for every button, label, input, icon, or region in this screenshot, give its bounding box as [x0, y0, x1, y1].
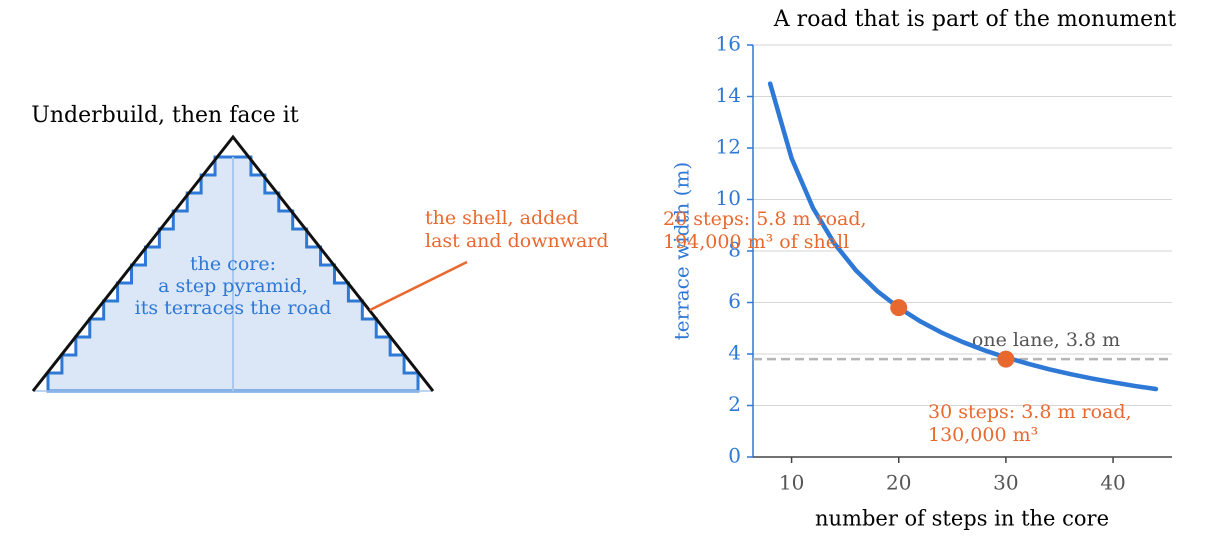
y-tick-label: 4 — [728, 341, 741, 365]
core-label: the core: — [190, 253, 276, 275]
reference-label: one lane, 3.8 m — [972, 329, 1120, 351]
y-tick-label: 14 — [716, 83, 741, 107]
curve — [767, 81, 1159, 392]
x-tick-label: 20 — [886, 471, 911, 495]
highlight-point — [997, 350, 1015, 368]
x-tick-label: 40 — [1100, 471, 1125, 495]
x-axis-label: number of steps in the core — [815, 507, 1109, 531]
highlight-point — [890, 299, 908, 317]
core-label: a step pyramid, — [158, 275, 308, 297]
diagram: Underbuild, then face it the core: a ste… — [31, 103, 609, 393]
point-annotation: 30 steps: 3.8 m road, — [928, 401, 1132, 423]
y-tick-label: 10 — [716, 186, 741, 210]
point-annotation: 130,000 m³ — [928, 424, 1038, 446]
x-tick-label: 10 — [779, 471, 804, 495]
diagram-title: Underbuild, then face it — [31, 103, 299, 128]
shell-outline — [31, 134, 435, 392]
chart: 0 2 4 6 8 10 12 14 16 10 20 30 40 A road that is part… — [663, 7, 1176, 531]
y-tick-label: 2 — [728, 392, 741, 416]
shell-label: last and downward — [425, 230, 609, 252]
y-tick-label: 8 — [728, 238, 741, 262]
shell-label: the shell, added — [425, 207, 579, 229]
y-tick-label: 6 — [728, 289, 741, 313]
core-label: its terraces the road — [135, 297, 332, 319]
y-axis-label: terrace width (m) — [670, 162, 694, 340]
chart-title: A road that is part of the monument — [773, 7, 1177, 32]
point-annotation: 194,000 m³ of shell — [663, 231, 849, 253]
point-annotation: 20 steps: 5.8 m road, — [663, 208, 867, 230]
y-tick-label: 12 — [716, 135, 741, 159]
shell-arrow — [369, 260, 468, 312]
y-tick-label: 16 — [716, 32, 741, 56]
y-tick-label: 0 — [728, 444, 741, 468]
x-tick-label: 30 — [993, 471, 1018, 495]
